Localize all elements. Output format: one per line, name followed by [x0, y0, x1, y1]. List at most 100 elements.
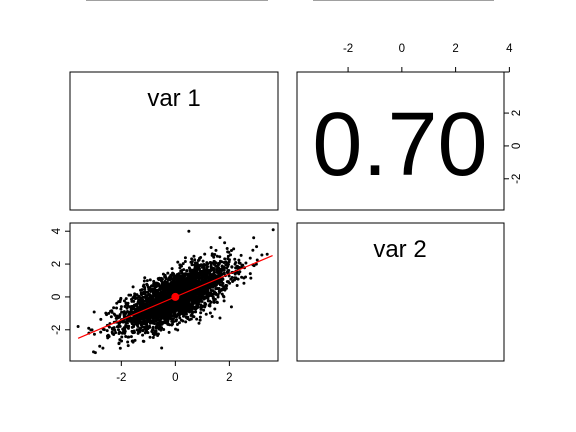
- scatter-point: [152, 311, 156, 315]
- scatter-point: [130, 339, 134, 343]
- scatter-point: [175, 323, 179, 327]
- scatter-point: [186, 297, 190, 301]
- scatter-point: [172, 309, 176, 313]
- scatter-point: [202, 308, 206, 312]
- scatter-point: [204, 312, 208, 316]
- scatter-point: [209, 264, 213, 268]
- scatter-point: [195, 263, 199, 267]
- scatter-point: [217, 266, 221, 270]
- scatter-point: [179, 312, 183, 316]
- scatter-point: [145, 298, 149, 302]
- scatter-point: [230, 265, 234, 269]
- scatter-point: [172, 317, 176, 321]
- scatter-point: [181, 294, 185, 298]
- scatter-point: [222, 295, 226, 299]
- scatter-point: [220, 272, 224, 276]
- mean-marker: [171, 292, 180, 301]
- scatter-point: [127, 317, 131, 321]
- scatter-point: [223, 257, 227, 261]
- scatter-point: [181, 262, 185, 266]
- scatter-point: [187, 266, 191, 270]
- scatter-point: [213, 260, 217, 264]
- scatter-point: [239, 253, 243, 257]
- scatter-point: [222, 299, 226, 303]
- scatter-point: [119, 298, 123, 302]
- scatter-point: [183, 282, 187, 286]
- scatter-point: [122, 313, 126, 317]
- scatter-point: [169, 303, 173, 307]
- scatter-point: [92, 310, 96, 314]
- scatter-point: [199, 281, 203, 285]
- scatter-point: [184, 299, 188, 303]
- scatter-point: [191, 275, 195, 279]
- scatter-point: [227, 250, 231, 254]
- scatter-point: [199, 307, 203, 311]
- scatter-point: [146, 285, 150, 289]
- scatter-point: [111, 331, 115, 335]
- scatter-point: [184, 311, 188, 315]
- scatter-point: [135, 293, 139, 297]
- scatter-point: [186, 280, 190, 284]
- scatter-point: [233, 257, 237, 261]
- scatter-point: [232, 247, 236, 251]
- scatter-point: [105, 313, 109, 317]
- scatter-point: [183, 287, 187, 291]
- scatter-point: [153, 316, 157, 320]
- scatter-point: [210, 314, 214, 318]
- scatter-point: [141, 329, 145, 333]
- scatter-point: [209, 246, 213, 250]
- scatter-point: [113, 328, 117, 332]
- scatter-point: [145, 279, 149, 283]
- scatter-point: [139, 288, 143, 292]
- scatter-point: [249, 276, 253, 280]
- scatter-point: [125, 321, 129, 325]
- scatter-point: [154, 292, 158, 296]
- scatter-point: [159, 277, 163, 281]
- scatter-point: [179, 284, 183, 288]
- top-tick-label: -2: [343, 43, 353, 55]
- scatter-point: [166, 271, 170, 275]
- scatter-point: [225, 246, 229, 250]
- scatter-point: [127, 310, 131, 314]
- scatter-point: [132, 325, 136, 329]
- scatter-point: [199, 255, 203, 259]
- scatter-point: [218, 316, 222, 320]
- scatter-point: [115, 306, 119, 310]
- scatter-point: [156, 277, 160, 281]
- scatter-point: [183, 295, 187, 299]
- scatter-point: [145, 304, 149, 308]
- scatter-point: [109, 315, 113, 319]
- scatter-point: [205, 288, 209, 292]
- var1-label: var 1: [147, 85, 200, 112]
- scatter-point: [127, 335, 131, 339]
- scatter-point: [151, 321, 155, 325]
- scatter-point: [135, 316, 139, 320]
- scatter-point: [191, 270, 195, 274]
- scatter-point: [135, 328, 139, 332]
- scatter-point: [215, 301, 219, 305]
- scatter-point: [140, 307, 144, 311]
- scatter-point: [142, 311, 146, 315]
- scatter-point: [169, 317, 173, 321]
- scatter-point: [177, 299, 181, 303]
- scatter-point: [235, 284, 239, 288]
- scatter-point: [115, 325, 119, 329]
- scatter-point: [98, 344, 102, 348]
- scatter-point: [167, 283, 171, 287]
- scatter-point: [199, 276, 203, 280]
- scatter-point: [150, 296, 154, 300]
- scatter-point: [156, 332, 160, 336]
- scatter-point: [156, 282, 160, 286]
- scatter-point: [143, 285, 147, 289]
- scatter-point: [143, 290, 147, 294]
- scatter-point: [192, 315, 196, 319]
- scatter-point: [198, 272, 202, 276]
- scatter-point: [199, 311, 203, 315]
- scatter-point: [130, 310, 134, 314]
- scatter-point: [161, 304, 165, 308]
- scatter-point: [240, 263, 244, 267]
- scatter-point: [225, 284, 229, 288]
- scatter-point: [122, 330, 126, 334]
- scatter-point: [212, 298, 216, 302]
- scatter-point: [171, 271, 175, 275]
